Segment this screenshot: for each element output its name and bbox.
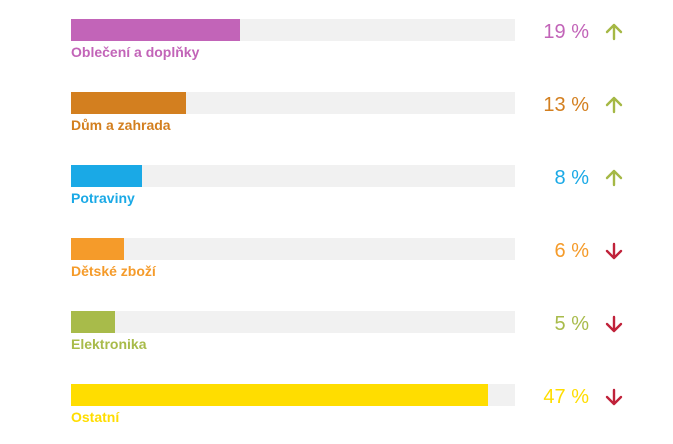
bar-row: Oblečení a doplňky 19 % — [0, 19, 673, 79]
bar — [71, 384, 489, 406]
category-label: Dětské zboží — [71, 263, 156, 279]
bar-row: Elektronika 5 % — [0, 311, 673, 371]
arrow-down-icon — [604, 314, 624, 336]
arrow-up-icon — [604, 95, 624, 117]
bar-track — [71, 238, 515, 260]
arrow-up-icon — [604, 22, 624, 44]
bar-row: Potraviny 8 % — [0, 165, 673, 225]
category-label: Elektronika — [71, 336, 147, 352]
bar-chart: Oblečení a doplňky 19 % Dům a zahrada 13 % P… — [0, 19, 673, 425]
bar — [71, 238, 125, 260]
category-label: Potraviny — [71, 190, 135, 206]
arrow-down-icon — [604, 241, 624, 263]
bar-track — [71, 165, 515, 187]
bar-row: Dům a zahrada 13 % — [0, 92, 673, 152]
bar-track — [71, 311, 515, 333]
bar — [71, 92, 187, 114]
bar-track — [71, 92, 515, 114]
category-label: Dům a zahrada — [71, 117, 171, 133]
value-label: 5 % — [554, 313, 589, 335]
category-label: Oblečení a doplňky — [71, 44, 200, 60]
value-label: 19 % — [543, 21, 589, 43]
value-label: 8 % — [554, 167, 589, 189]
bar-track — [71, 19, 515, 41]
bar-track — [71, 384, 515, 406]
bar — [71, 165, 143, 187]
bar-row: Dětské zboží 6 % — [0, 238, 673, 298]
bar — [71, 19, 240, 41]
bar — [71, 311, 116, 333]
category-label: Ostatní — [71, 409, 120, 425]
arrow-down-icon — [604, 387, 624, 409]
bar-row: Ostatní 47 % — [0, 384, 673, 444]
arrow-up-icon — [604, 168, 624, 190]
value-label: 47 % — [543, 386, 589, 408]
value-label: 13 % — [543, 94, 589, 116]
value-label: 6 % — [554, 240, 589, 262]
